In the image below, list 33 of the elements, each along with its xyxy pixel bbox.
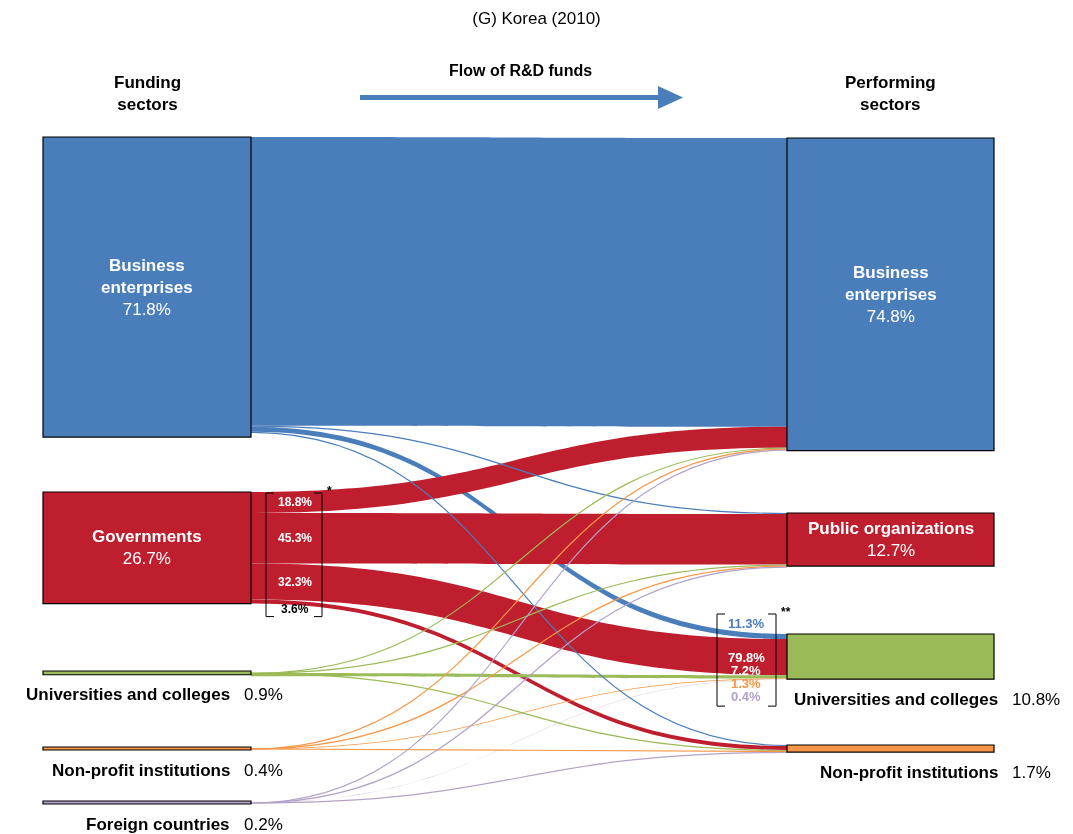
text: * xyxy=(327,484,332,498)
text: 79.8% xyxy=(728,650,766,665)
category-label: Non-profit institutions xyxy=(52,761,231,780)
text: 45.3% xyxy=(278,531,313,545)
category-label: Universities and colleges xyxy=(794,690,999,709)
text: (G) Korea (2010) xyxy=(472,8,601,28)
text: Performing sectors xyxy=(845,73,936,115)
data-label: 1.7% xyxy=(1012,763,1051,782)
text: Flow of R&D funds xyxy=(449,62,593,79)
data-label: 10.8% xyxy=(1012,690,1061,709)
text: 32.3% xyxy=(278,575,313,589)
category-label: Business enterprises xyxy=(845,263,937,305)
category-label: Non-profit institutions xyxy=(820,763,999,782)
category-label: Foreign countries xyxy=(86,815,230,834)
text: 11.3% xyxy=(728,616,765,631)
text: Funding sectors xyxy=(114,73,182,115)
text: 7.2% xyxy=(731,663,762,678)
data-label: 26.7% xyxy=(122,549,171,569)
text: 18.8% xyxy=(278,495,313,509)
data-label: 0.9% xyxy=(244,685,283,704)
data-label: 0.2% xyxy=(244,815,283,834)
text: 3.6% xyxy=(281,602,309,616)
text: ** xyxy=(781,605,791,619)
data-label: 71.8% xyxy=(122,300,171,320)
data-label: 74.8% xyxy=(866,307,915,327)
data-label: 0.4% xyxy=(244,761,283,780)
category-label: Public organizations xyxy=(808,519,975,538)
category-label: Governments xyxy=(92,527,202,546)
text: 1.3% xyxy=(731,676,762,691)
category-label: Universities and colleges xyxy=(26,685,231,704)
text: 0.4% xyxy=(731,689,762,704)
data-label: 12.7% xyxy=(867,541,916,561)
category-label: Business enterprises xyxy=(101,256,193,298)
